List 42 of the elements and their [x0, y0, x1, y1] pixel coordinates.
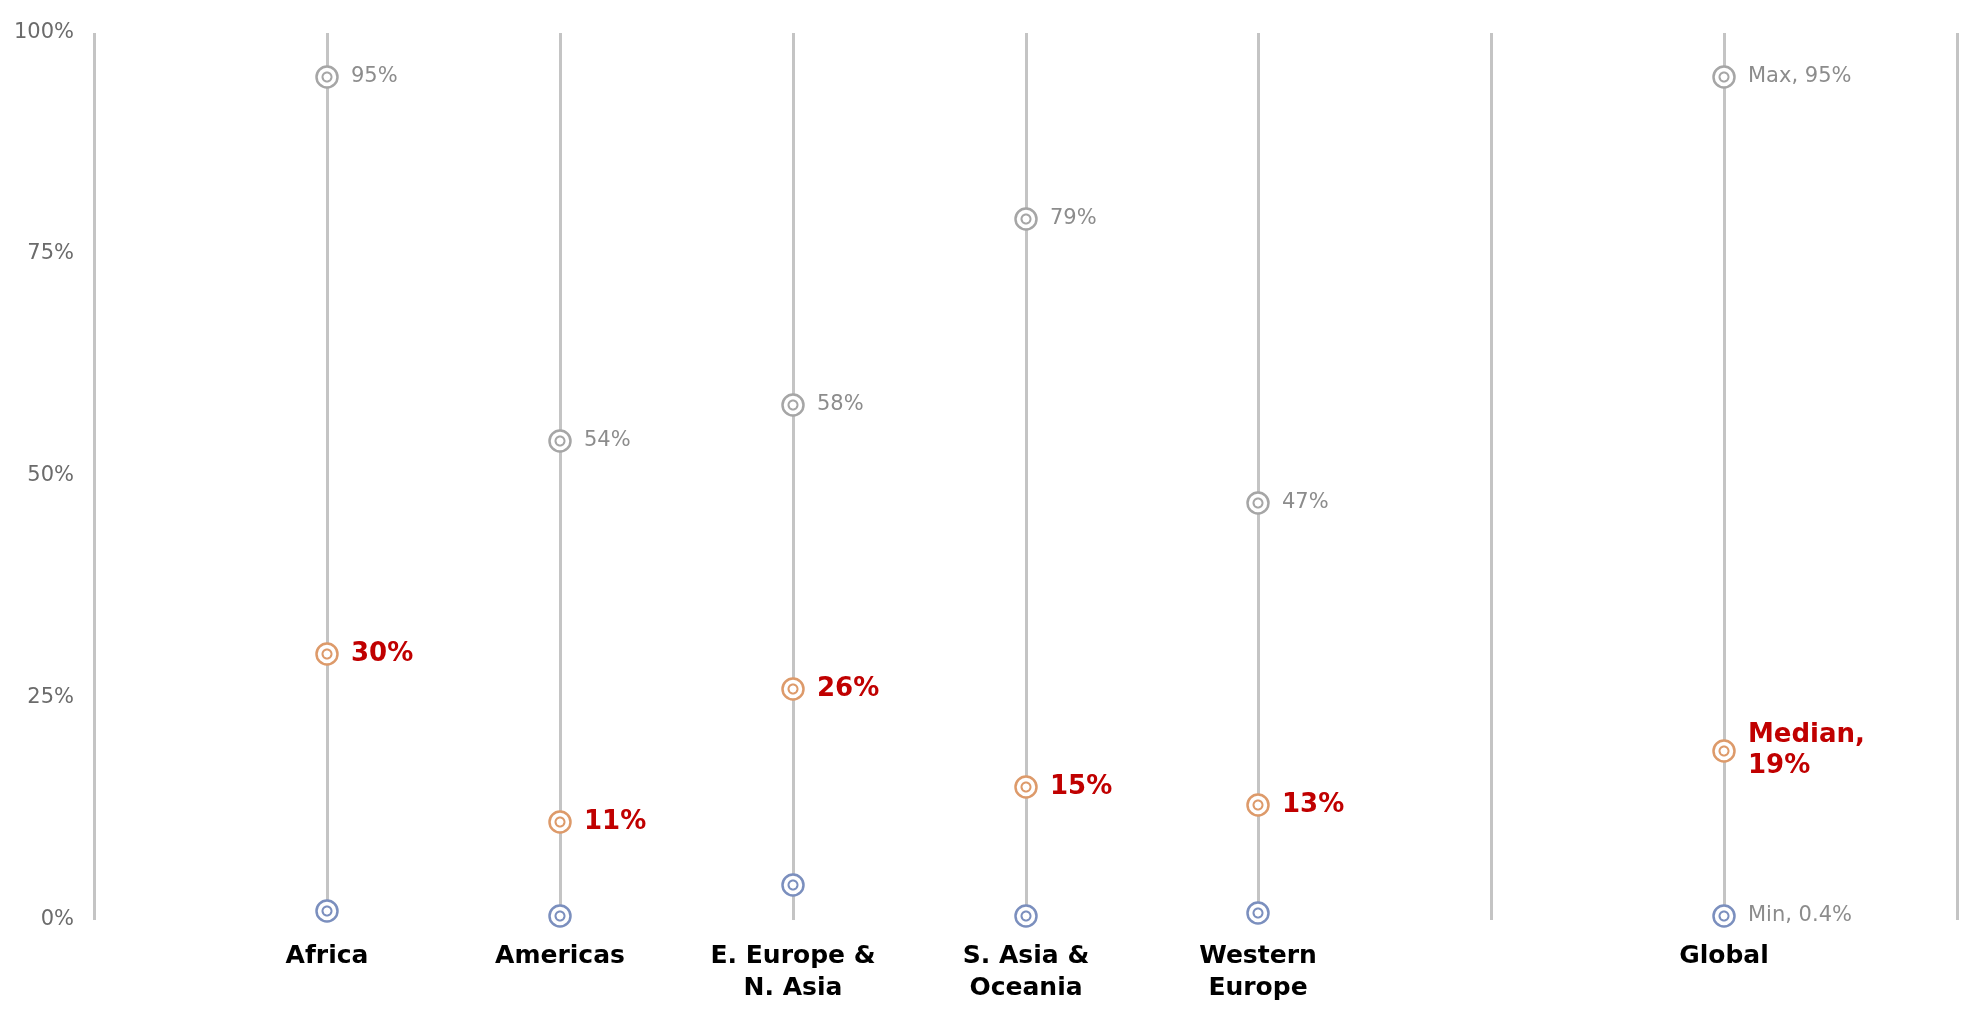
data-label: 11%	[584, 804, 647, 835]
point	[1014, 904, 1038, 928]
x-tick-label: Western Europe	[1199, 939, 1317, 1002]
data-label: 30%	[351, 636, 414, 667]
data-label: 95%	[351, 63, 398, 88]
point	[1014, 207, 1038, 231]
y-tick-label: 50%	[27, 462, 74, 487]
point	[1014, 775, 1038, 799]
point	[548, 810, 572, 834]
point	[315, 65, 339, 89]
point	[1246, 901, 1270, 925]
point	[548, 904, 572, 928]
point	[781, 393, 805, 417]
data-label: 47%	[1282, 489, 1329, 514]
y-tick-label: 0%	[40, 906, 74, 931]
x-tick-label: Americas	[495, 939, 625, 969]
data-label: 54%	[584, 427, 631, 452]
point	[781, 873, 805, 897]
data-label: Max, 95%	[1748, 63, 1852, 88]
point	[1712, 65, 1736, 89]
point	[548, 429, 572, 453]
x-tick-label: E. Europe & N. Asia	[710, 939, 876, 1002]
data-label: Min, 0.4%	[1748, 902, 1852, 927]
data-label: Median, 19%	[1748, 718, 1865, 780]
point	[315, 642, 339, 666]
point	[781, 677, 805, 701]
data-label: 26%	[817, 671, 880, 702]
x-tick-label: Africa	[285, 939, 369, 969]
point	[1712, 904, 1736, 928]
x-tick-label: S. Asia & Oceania	[962, 939, 1090, 1002]
data-label: 13%	[1282, 787, 1345, 818]
point	[315, 899, 339, 923]
y-tick-label: 100%	[13, 19, 74, 44]
point	[1712, 739, 1736, 763]
data-label: 79%	[1050, 205, 1097, 230]
data-label: 58%	[817, 391, 864, 416]
point	[1246, 491, 1270, 515]
point	[1246, 793, 1270, 817]
data-label: 15%	[1050, 769, 1113, 800]
y-tick-label: 75%	[27, 240, 74, 265]
y-tick-label: 25%	[27, 684, 74, 709]
x-tick-label: Global	[1679, 939, 1769, 969]
